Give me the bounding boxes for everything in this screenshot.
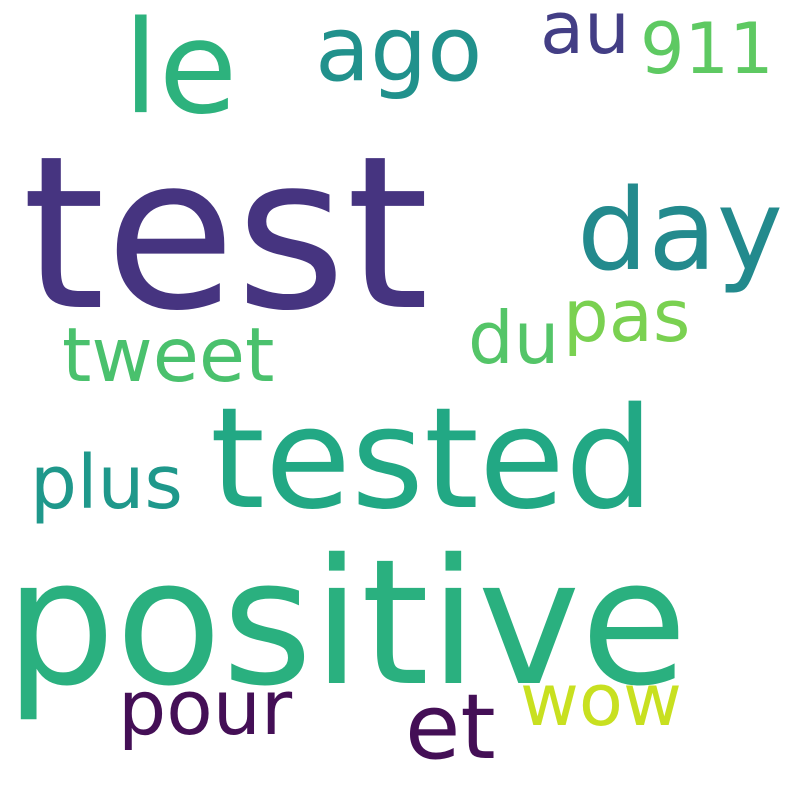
word-le: le <box>123 0 238 143</box>
word-tested: tested <box>210 378 654 541</box>
word-ago: ago <box>315 0 483 102</box>
word-tweet: tweet <box>62 311 275 399</box>
word-plus: plus <box>30 440 183 526</box>
word-pas: pas <box>563 274 691 358</box>
word-au: au <box>540 0 630 70</box>
word-du: du <box>468 296 560 380</box>
word-pour: pour <box>118 663 293 752</box>
word-911: 911 <box>640 8 774 90</box>
word-test: test <box>22 110 430 357</box>
word-wow: wow <box>520 658 682 742</box>
word-et: et <box>405 675 496 780</box>
word-positive: positive <box>5 522 688 725</box>
word-day: day <box>577 166 784 296</box>
